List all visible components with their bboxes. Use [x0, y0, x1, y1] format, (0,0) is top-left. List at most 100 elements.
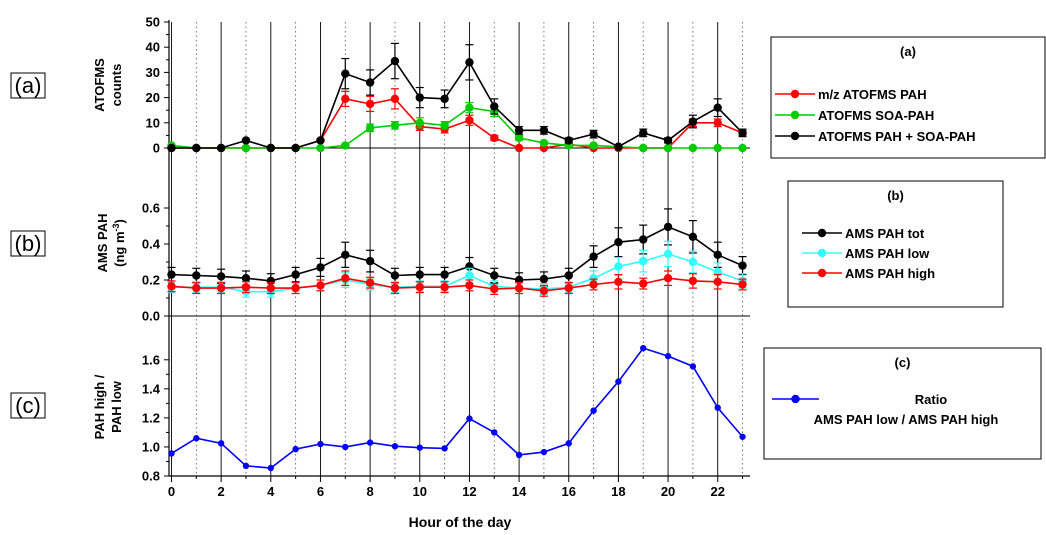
data-point: [564, 136, 573, 145]
x-axis-label: Hour of the day: [409, 514, 512, 530]
data-point: [589, 280, 598, 289]
data-point: [515, 451, 523, 459]
data-point: [216, 143, 226, 153]
data-point: [391, 443, 399, 450]
data-point: [664, 352, 672, 360]
data-point: [490, 102, 499, 111]
data-point: [168, 450, 175, 457]
data-point: [688, 257, 698, 267]
legend-label: AMS PAH tot: [845, 226, 925, 241]
data-point: [440, 94, 449, 104]
data-point: [466, 415, 473, 422]
series-line: [171, 226, 743, 282]
data-point: [689, 363, 697, 370]
y-tick-label: 1.2: [142, 410, 160, 425]
data-point: [390, 271, 400, 280]
data-point: [341, 250, 350, 259]
data-point: [639, 256, 648, 266]
data-point: [639, 143, 648, 153]
data-point: [688, 143, 698, 153]
series-line: [171, 97, 743, 149]
x-tick-label: 8: [366, 484, 373, 499]
data-point: [167, 282, 176, 291]
y-tick-label: 0.2: [142, 273, 160, 288]
data-point: [415, 93, 424, 102]
data-point: [663, 249, 673, 259]
data-point: [713, 143, 722, 153]
data-point: [663, 136, 673, 145]
y-tick-label: 1.6: [142, 352, 160, 367]
data-point: [316, 136, 325, 145]
data-point: [291, 143, 300, 153]
y-tick-label: 20: [146, 90, 160, 105]
data-point: [739, 433, 746, 440]
x-tick-label: 14: [512, 484, 527, 499]
y-axis-label-line1: AMS PAH: [95, 214, 110, 273]
series-0-1: [167, 102, 747, 153]
data-point: [415, 118, 424, 128]
data-point: [465, 271, 474, 280]
data-point: [192, 143, 201, 153]
data-point: [365, 278, 375, 287]
data-point: [539, 138, 549, 148]
legend-label: ATOFMS PAH + SOA-PAH: [818, 129, 976, 144]
series-line: [171, 347, 744, 469]
data-point: [465, 103, 474, 112]
vertical-gridlines: [171, 22, 743, 476]
data-point: [216, 272, 226, 281]
data-point: [491, 429, 498, 436]
legend-label: AMS PAH high: [845, 266, 935, 281]
data-point: [416, 444, 423, 451]
x-tick-label: 4: [267, 484, 275, 499]
data-point: [241, 136, 251, 145]
data-point: [564, 283, 573, 293]
data-point: [242, 462, 250, 470]
x-tick-label: 22: [710, 484, 724, 499]
data-point: [292, 445, 299, 453]
data-point: [316, 143, 325, 153]
legend-title: (c): [895, 355, 911, 370]
data-point: [738, 261, 747, 270]
data-point: [390, 283, 400, 293]
data-point: [514, 283, 524, 293]
legend-label: AMS PAH low: [845, 246, 930, 261]
data-point: [713, 267, 722, 277]
legend-title: (a): [900, 44, 916, 59]
panel-labels: (a) (b) (c): [10, 72, 46, 419]
legend-box: [787, 180, 1004, 308]
data-point: [564, 271, 573, 280]
data-point: [539, 126, 549, 135]
data-point: [590, 407, 597, 414]
data-point: [365, 123, 375, 133]
data-point: [565, 440, 572, 447]
panel-label-box: [10, 72, 46, 99]
data-point: [688, 232, 698, 241]
data-point: [193, 435, 200, 442]
data-point: [738, 128, 747, 138]
data-point: [441, 445, 448, 452]
legend-box: [763, 347, 1042, 460]
data-point: [614, 262, 623, 271]
data-point: [663, 143, 673, 153]
data-point: [440, 283, 449, 292]
x-tick-label: 10: [413, 484, 427, 499]
series-1-0: [167, 208, 747, 289]
data-point: [688, 276, 698, 286]
data-point: [713, 277, 722, 286]
data-point: [317, 440, 324, 448]
data-point: [490, 284, 499, 294]
data-point: [639, 128, 648, 138]
data-point: [738, 280, 747, 289]
legend-swatch-marker: [817, 228, 827, 238]
x-tick-label: 6: [317, 484, 324, 499]
legend-label: AMS PAH low / AMS PAH high: [814, 412, 999, 427]
data-point: [415, 270, 424, 279]
data-point: [465, 116, 474, 125]
data-point: [266, 283, 275, 293]
series-1-2: [167, 270, 747, 297]
y-tick-label: 0.0: [142, 309, 160, 324]
y-tick-label: 10: [146, 115, 160, 130]
data-point: [216, 283, 226, 293]
y-axis-label-close: ): [112, 219, 127, 223]
data-point: [440, 270, 449, 279]
